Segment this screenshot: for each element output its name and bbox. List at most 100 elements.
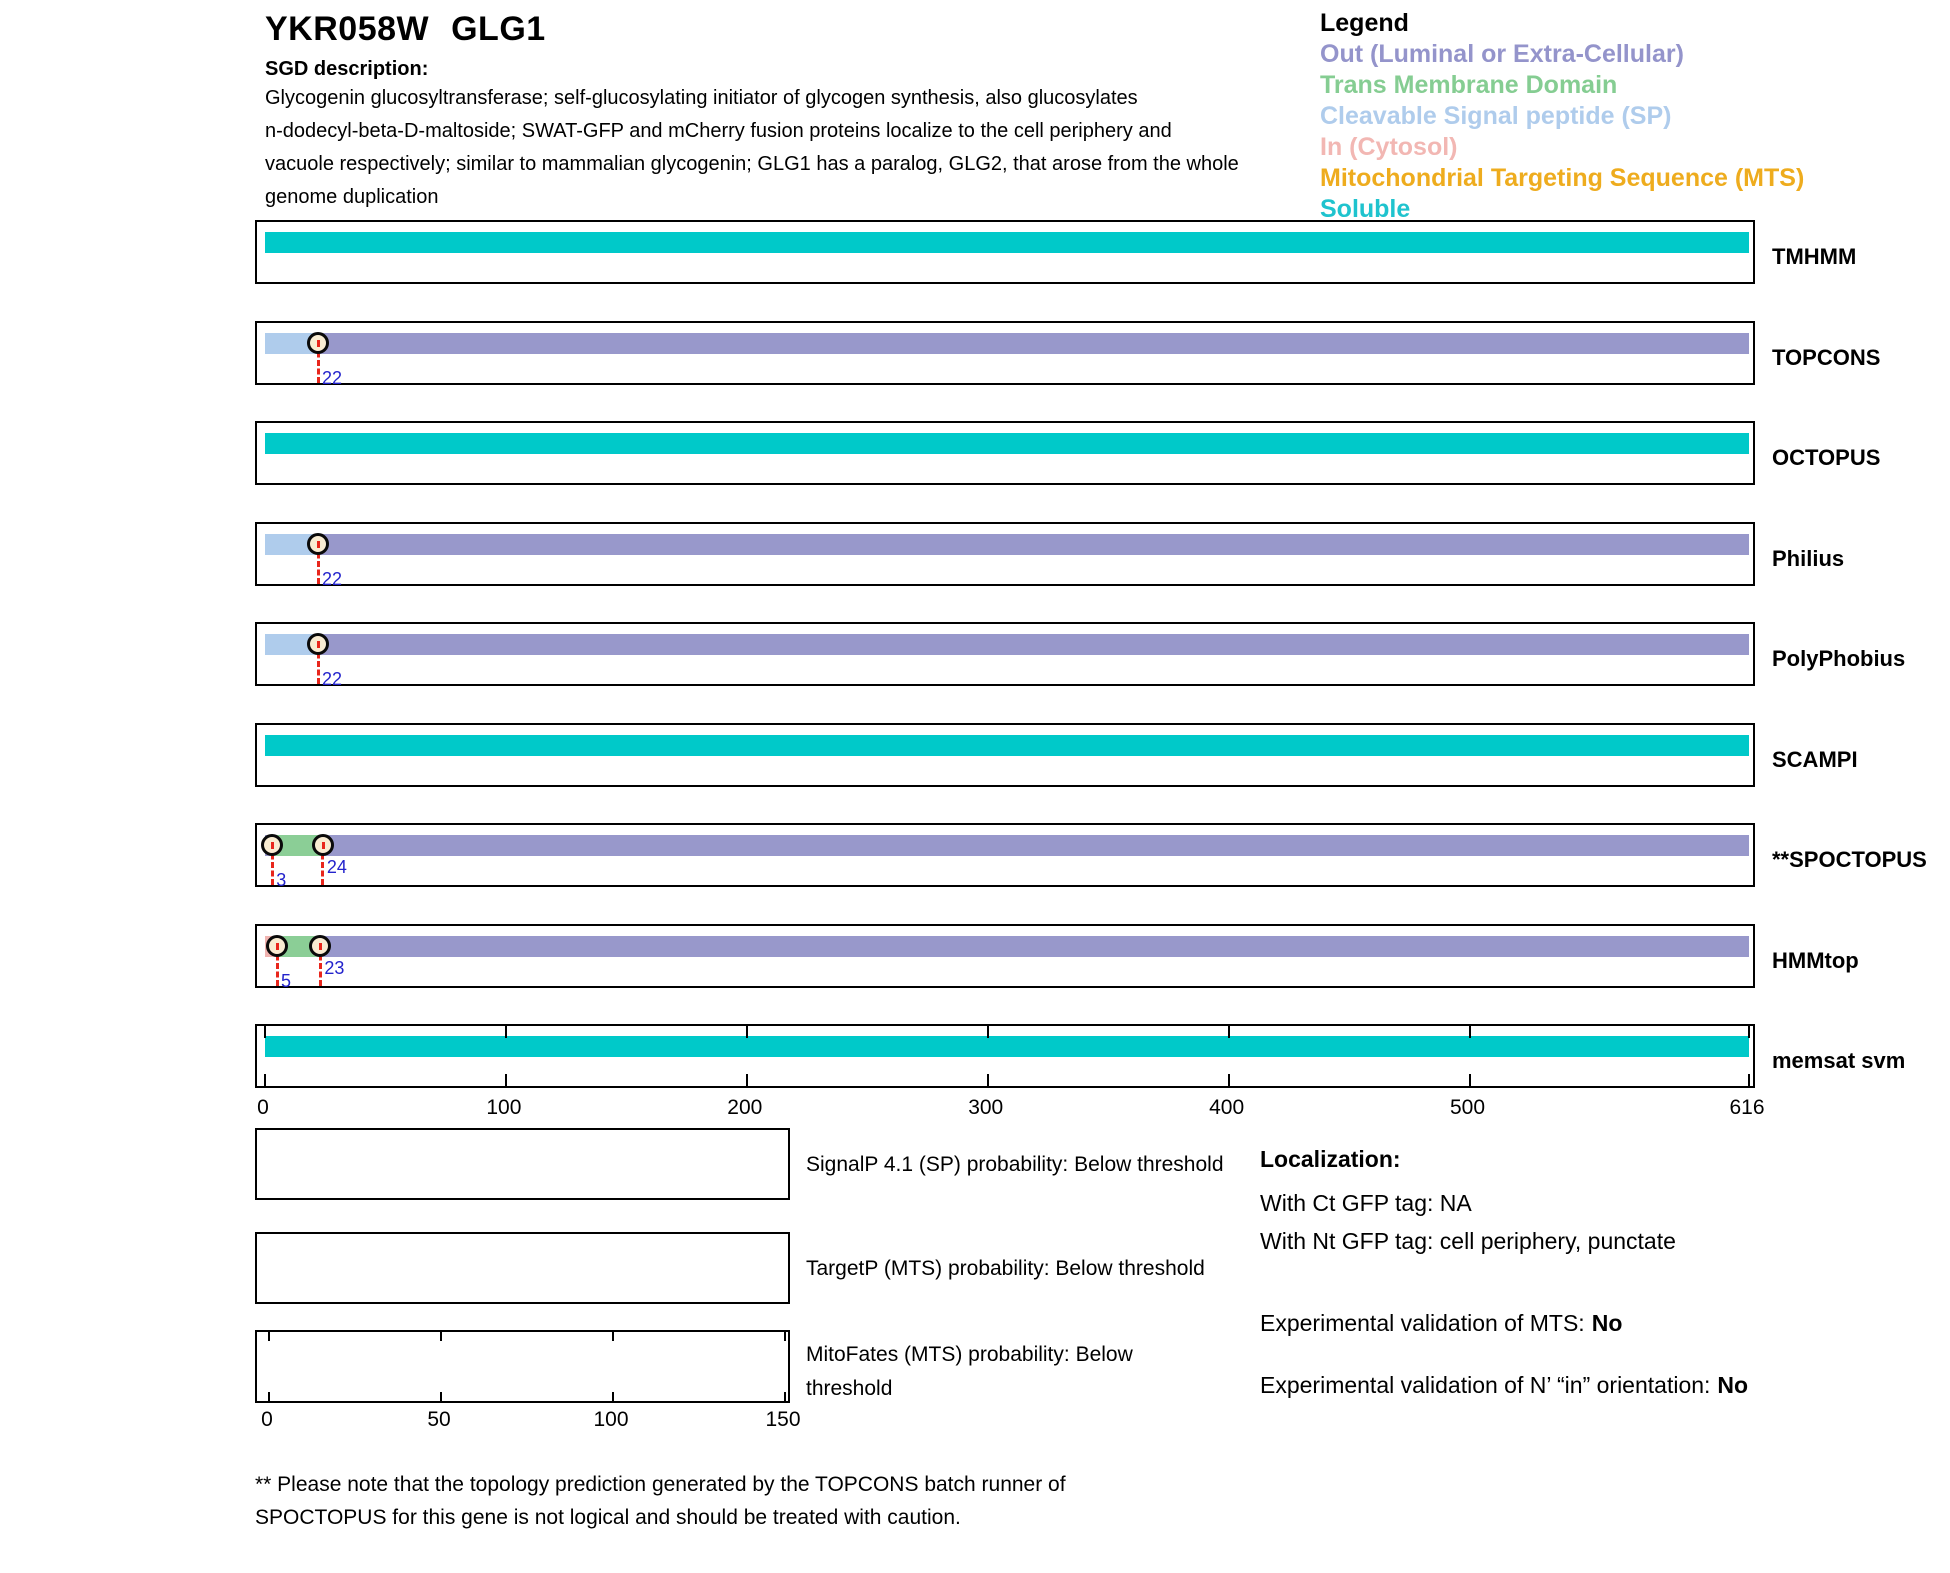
gene-systematic-name: YKR058W	[265, 10, 430, 48]
axis-tick	[440, 1332, 442, 1341]
axis-tick	[1227, 1074, 1230, 1086]
probability-plot-label-line: TargetP (MTS) probability: Below thresho…	[806, 1257, 1205, 1280]
segment-sp	[265, 534, 318, 555]
segment-out	[320, 936, 1749, 957]
segment-soluble	[265, 1036, 1749, 1057]
track-label: Philius	[1772, 546, 1845, 571]
boundary-marker-dash	[321, 842, 325, 849]
boundary-position-label: 23	[324, 958, 345, 978]
localization-heading: Localization:	[1260, 1146, 1401, 1172]
axis-tick	[784, 1392, 786, 1401]
residue-axis-label: 500	[1450, 1096, 1486, 1119]
mts-validation-label: Experimental validation of MTS:	[1260, 1310, 1585, 1336]
track-label: OCTOPUS	[1772, 445, 1881, 470]
residue-axis-label: 300	[968, 1096, 1004, 1119]
segment-out	[318, 534, 1749, 555]
residue-axis-label: 616	[1729, 1096, 1765, 1119]
axis-tick	[268, 1332, 270, 1341]
mts-validation: Experimental validation of MTS: No	[1260, 1310, 1622, 1337]
track-label: **SPOCTOPUS	[1772, 847, 1927, 872]
legend-title: Legend	[1320, 9, 1409, 37]
sgd-description-line: Glycogenin glucosyltransferase; self-glu…	[265, 87, 1138, 109]
track-label: memsat svm	[1772, 1048, 1906, 1073]
axis-tick	[504, 1074, 507, 1086]
segment-out	[318, 333, 1749, 354]
axis-tick	[1748, 1074, 1750, 1086]
axis-tick	[745, 1074, 748, 1086]
boundary-position-label: 22	[322, 368, 343, 388]
sgd-description-line: n-dodecyl-beta-D-maltoside; SWAT-GFP and…	[265, 120, 1172, 142]
sgd-description-line: vacuole respectively; similar to mammali…	[265, 153, 1239, 175]
gene-standard-name: GLG1	[451, 10, 546, 48]
track-label: HMMtop	[1772, 948, 1859, 973]
prediction-track-box	[255, 421, 1755, 485]
boundary-marker-circle	[307, 533, 329, 555]
probability-plot-box	[255, 1232, 790, 1304]
residue-axis-label: 400	[1209, 1096, 1245, 1119]
boundary-position-label: 22	[322, 669, 343, 689]
orientation-validation: Experimental validation of N’ “in” orien…	[1260, 1372, 1748, 1399]
probability-plot-label-line: threshold	[806, 1377, 893, 1400]
footnote: ** Please note that the topology predict…	[255, 1468, 1066, 1534]
nt-gfp-localization: With Nt GFP tag: cell periphery, punctat…	[1260, 1228, 1676, 1254]
prediction-track-box	[255, 1024, 1755, 1088]
probability-plot-label: SignalP 4.1 (SP) probability: Below thre…	[806, 1148, 1224, 1182]
boundary-position-label: 24	[326, 857, 347, 877]
axis-tick	[986, 1026, 989, 1038]
prediction-track-box: 5 23	[255, 924, 1755, 991]
axis-tick	[1468, 1026, 1471, 1038]
legend-item-out: Out (Luminal or Extra-Cellular)	[1320, 40, 1684, 68]
segment-soluble	[265, 433, 1749, 454]
segment-tm	[272, 835, 323, 856]
track-label: SCAMPI	[1772, 747, 1858, 772]
boundary-marker-line	[316, 644, 320, 684]
boundary-marker-line	[270, 845, 274, 885]
prediction-track-box	[255, 723, 1755, 787]
probability-axis-label: 100	[593, 1408, 629, 1431]
probability-plot-box	[255, 1330, 790, 1403]
axis-tick	[1468, 1074, 1471, 1086]
boundary-marker-circle	[266, 935, 289, 957]
mts-validation-value: No	[1591, 1310, 1623, 1336]
boundary-marker-dash	[317, 340, 320, 347]
axis-tick	[504, 1026, 507, 1038]
track-label: PolyPhobius	[1772, 646, 1906, 671]
boundary-marker-dash	[319, 943, 323, 950]
track-label: TMHMM	[1772, 244, 1857, 269]
probability-plot-label-line: SignalP 4.1 (SP) probability: Below thre…	[806, 1153, 1224, 1176]
probability-plot-label: MitoFates (MTS) probability: Below thresh…	[806, 1338, 1133, 1406]
prediction-track-box	[255, 220, 1755, 284]
track-label: TOPCONS	[1772, 345, 1881, 370]
probability-plot-label-line: MitoFates (MTS) probability: Below	[806, 1343, 1133, 1366]
residue-axis-label: 0	[257, 1096, 269, 1119]
orientation-validation-value: No	[1717, 1372, 1749, 1398]
boundary-position-label: 22	[322, 569, 343, 589]
boundary-marker-dash	[271, 842, 275, 849]
segment-sp	[265, 333, 318, 354]
boundary-marker-dash	[317, 641, 320, 648]
boundary-marker-circle	[307, 332, 329, 354]
probability-axis-label: 50	[427, 1408, 451, 1431]
segment-out	[322, 835, 1749, 856]
axis-tick	[1748, 1026, 1750, 1038]
segment-sp	[265, 634, 318, 655]
axis-tick	[268, 1392, 270, 1401]
prediction-track-box: 22	[255, 622, 1755, 689]
axis-tick	[986, 1074, 989, 1086]
sgd-description-line: genome duplication	[265, 186, 439, 208]
boundary-marker-dash	[317, 541, 320, 548]
boundary-marker-circle	[307, 633, 329, 655]
boundary-marker-line	[316, 544, 320, 584]
boundary-marker-circle	[261, 834, 284, 856]
probability-axis-label: 150	[765, 1408, 801, 1431]
footnote-line: ** Please note that the topology predict…	[255, 1473, 1066, 1496]
axis-tick	[745, 1026, 748, 1038]
axis-tick	[264, 1026, 266, 1038]
prediction-track-box: 3 24	[255, 823, 1755, 890]
segment-soluble	[265, 232, 1749, 253]
boundary-marker-line	[275, 946, 279, 986]
residue-axis-label: 100	[486, 1096, 522, 1119]
legend-item-sp: Cleavable Signal peptide (SP)	[1320, 102, 1672, 130]
legend-item-mts: Mitochondrial Targeting Sequence (MTS)	[1320, 164, 1805, 192]
